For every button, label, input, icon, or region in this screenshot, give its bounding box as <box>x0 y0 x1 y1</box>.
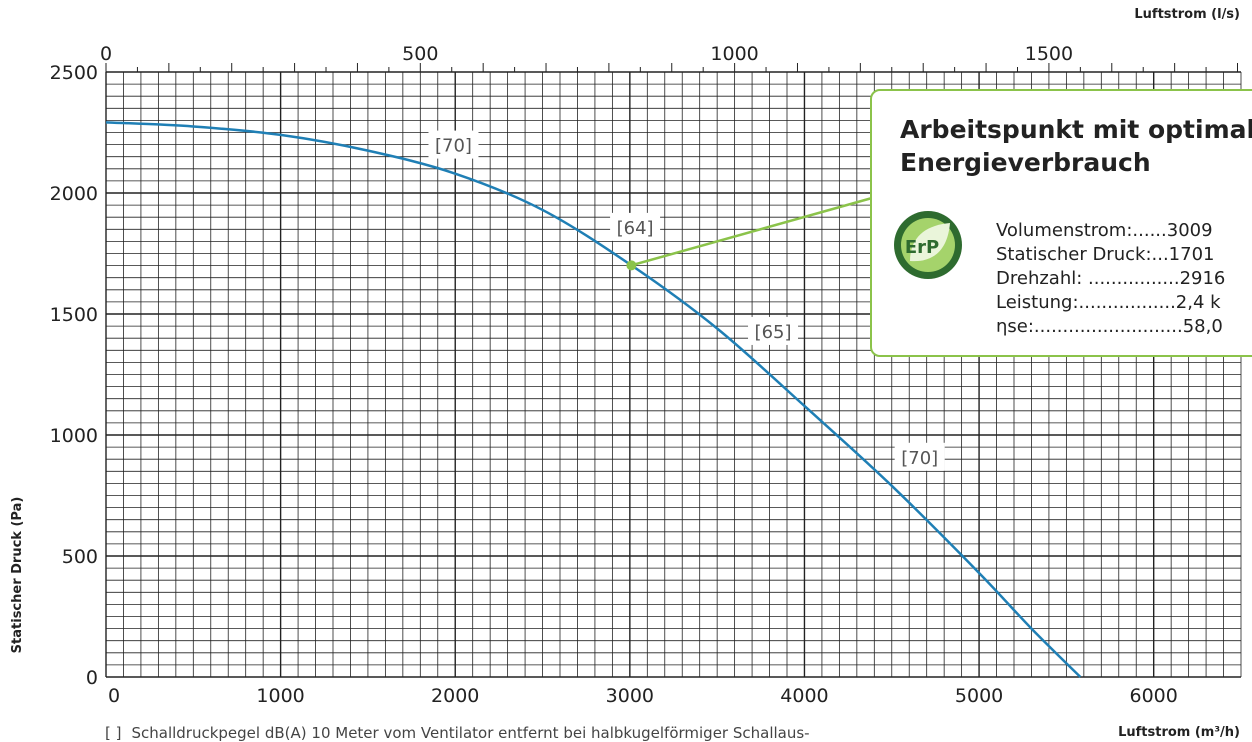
noise-level-label-text: [70] <box>901 448 938 469</box>
left-axis-tick-label: 1000 <box>50 425 98 447</box>
y-axis-label: Statischer Druck (Pa) <box>10 497 25 654</box>
info-speed: Drehzahl: ................2916 <box>996 268 1226 289</box>
operating-point-marker <box>626 260 637 271</box>
info-power: Leistung:.................2,4 k <box>996 292 1221 313</box>
noise-level-label-text: [70] <box>435 136 472 157</box>
bottom-axis-tick-label: 5000 <box>955 685 1003 707</box>
left-axis-tick-label: 2000 <box>50 183 98 205</box>
noise-level-label-bg <box>894 442 945 471</box>
noise-level-annotations: [70] [64] [65] [70] <box>428 130 945 471</box>
top-axis-tick-label: 500 <box>402 43 438 65</box>
info-efficiency: ηse:..........................58,0 <box>996 316 1223 337</box>
left-axis-ticks: 0 500 1000 1500 2000 2500 <box>50 62 98 689</box>
top-axis-tick-label: 0 <box>100 43 112 65</box>
noise-level-label-bg <box>428 130 479 159</box>
info-volume-flow: Volumenstrom:......3009 <box>996 220 1213 241</box>
info-box-title: Arbeitspunkt mit optimalem Energieverbra… <box>900 115 1252 177</box>
info-static-pressure: Statischer Druck:...1701 <box>996 244 1215 265</box>
footnote-marker: [ ] <box>105 724 122 742</box>
bottom-axis-label: Luftstrom (m³/h) <box>1118 725 1240 740</box>
erp-leaf-icon: ErP <box>894 211 962 279</box>
footnote: [ ] Schalldruckpegel dB(A) 10 Meter vom V… <box>105 724 810 742</box>
erp-badge-text: ErP <box>905 237 939 258</box>
operating-point-info-box: Arbeitspunkt mit optimalem Energieverbra… <box>870 89 1252 357</box>
left-axis-tick-label: 2500 <box>50 62 98 84</box>
noise-level-label-bg <box>748 316 799 345</box>
noise-level-label: [65] <box>748 316 799 345</box>
info-box-values: Volumenstrom:......3009 Statischer Druck… <box>996 219 1225 339</box>
bottom-axis-tick-label: 2000 <box>431 685 479 707</box>
left-axis-tick-label: 0 <box>86 667 98 689</box>
bottom-axis-ticks: 0 1000 2000 3000 4000 5000 6000 <box>108 685 1178 707</box>
noise-level-label-bg <box>610 212 661 241</box>
bottom-axis-tick-label: 1000 <box>256 685 304 707</box>
bottom-axis-tick-label: 3000 <box>606 685 654 707</box>
operating-point-leader-line <box>631 196 873 267</box>
left-axis-tick-label: 1500 <box>50 304 98 326</box>
top-axis-tick-label: 1000 <box>710 43 758 65</box>
noise-level-label: [70] <box>894 442 945 471</box>
footnote-text: Schalldruckpegel dB(A) 10 Meter vom Vent… <box>131 724 810 742</box>
noise-level-label: [64] <box>610 212 661 241</box>
noise-level-label-text: [65] <box>755 322 792 343</box>
left-axis-tick-label: 500 <box>62 546 98 568</box>
top-axis-label: Luftstrom (l/s) <box>1134 7 1240 22</box>
top-axis-ticks: 0 500 1000 1500 <box>100 43 1239 72</box>
top-axis-tick-label: 1500 <box>1025 43 1073 65</box>
bottom-axis-tick-label: 6000 <box>1130 685 1178 707</box>
bottom-axis-tick-label: 4000 <box>780 685 828 707</box>
noise-level-label-text: [64] <box>617 218 654 239</box>
bottom-axis-tick-label: 0 <box>108 685 120 707</box>
noise-level-label: [70] <box>428 130 479 159</box>
